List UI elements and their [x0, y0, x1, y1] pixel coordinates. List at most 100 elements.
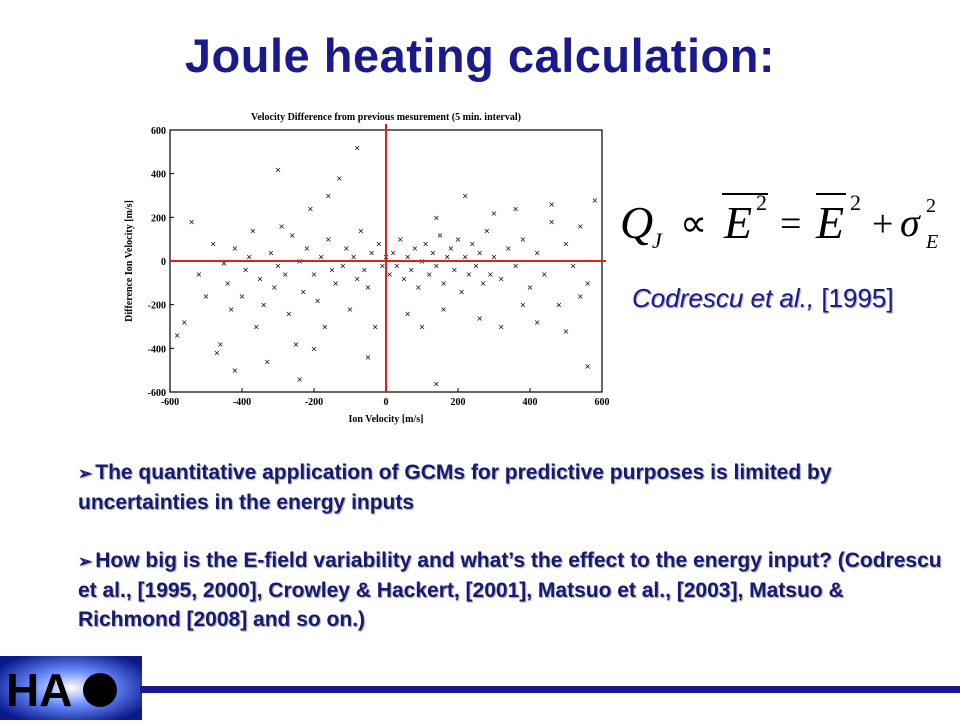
- data-point: ×: [231, 366, 238, 375]
- data-point: ×: [357, 226, 364, 235]
- data-point: ×: [372, 323, 379, 332]
- data-point: ×: [584, 279, 591, 288]
- data-point: ×: [447, 244, 454, 253]
- data-point: ×: [289, 231, 296, 240]
- data-point: ×: [325, 192, 332, 201]
- data-point: ×: [365, 283, 372, 292]
- data-point: ×: [210, 240, 217, 249]
- data-point: ×: [213, 349, 220, 358]
- y-axis-label: Difference Ion Velocity [m/s]: [124, 200, 135, 322]
- data-point: ×: [455, 235, 462, 244]
- data-point: ×: [239, 292, 246, 301]
- data-point: ×: [440, 305, 447, 314]
- y-tick-label: 600: [151, 126, 166, 137]
- data-point: ×: [451, 266, 458, 275]
- data-point: ×: [285, 309, 292, 318]
- formula-sigma: σ: [900, 200, 921, 245]
- data-point: ×: [426, 270, 433, 279]
- data-point: ×: [249, 226, 256, 235]
- data-point: ×: [512, 205, 519, 214]
- bullet-item: ➢ The quantitative application of GCMs fo…: [78, 458, 948, 517]
- data-point: ×: [275, 165, 282, 174]
- data-point: ×: [584, 362, 591, 371]
- y-tick-label: 400: [151, 170, 166, 181]
- data-point: ×: [325, 235, 332, 244]
- data-point: ×: [401, 274, 408, 283]
- chart-title: Velocity Difference from previous mesure…: [251, 112, 521, 123]
- citation-authors: Codrescu et al.,: [632, 283, 815, 313]
- data-point: ×: [419, 323, 426, 332]
- data-point: ×: [563, 327, 570, 336]
- data-point: ×: [415, 283, 422, 292]
- formula-plus: +: [872, 203, 893, 245]
- y-tick-label: -200: [148, 301, 166, 312]
- arrow-bullet-icon: ➢: [78, 464, 93, 483]
- data-point: ×: [329, 266, 336, 275]
- data-point: ×: [282, 270, 289, 279]
- data-point: ×: [311, 344, 318, 353]
- joule-heating-formula: Q J ∝ E 2 = E 2 + σ 2 E: [620, 180, 950, 260]
- data-point: ×: [577, 222, 584, 231]
- data-point: ×: [228, 305, 235, 314]
- data-point: ×: [462, 192, 469, 201]
- formula-sq2: 2: [850, 190, 861, 215]
- data-point: ×: [577, 292, 584, 301]
- formula-proportional: ∝: [680, 203, 707, 245]
- formula-e1: E: [723, 197, 752, 248]
- data-point: ×: [465, 270, 472, 279]
- y-tick-label: -600: [148, 388, 166, 399]
- data-point: ×: [336, 174, 343, 183]
- formula-q-sub: J: [652, 228, 663, 253]
- y-tick-label: 0: [161, 257, 166, 268]
- data-point: ×: [458, 288, 465, 297]
- data-point: ×: [469, 240, 476, 249]
- data-point: ×: [365, 353, 372, 362]
- formula-sq3: 2: [926, 195, 936, 217]
- data-point: ×: [350, 253, 357, 262]
- data-point: ×: [354, 143, 361, 152]
- data-point: ×: [242, 266, 249, 275]
- data-point: ×: [433, 261, 440, 270]
- citation: Codrescu et al., [1995]: [632, 283, 894, 314]
- data-point: ×: [397, 235, 404, 244]
- data-point: ×: [444, 253, 451, 262]
- data-point: ×: [368, 248, 375, 257]
- data-point: ×: [548, 218, 555, 227]
- data-point: ×: [437, 231, 444, 240]
- data-point: ×: [440, 279, 447, 288]
- data-point: ×: [422, 240, 429, 249]
- data-point: ×: [483, 226, 490, 235]
- data-point: ×: [408, 266, 415, 275]
- data-point: ×: [361, 266, 368, 275]
- footer-bar: [140, 686, 960, 693]
- data-point: ×: [300, 288, 307, 297]
- data-point: ×: [217, 340, 224, 349]
- data-point: ×: [491, 253, 498, 262]
- bullet-item: ➢ How big is the E-field variability and …: [78, 546, 948, 634]
- data-point: ×: [541, 270, 548, 279]
- data-point: ×: [347, 305, 354, 314]
- data-point: ×: [174, 331, 181, 340]
- scatter-plot-svg: Velocity Difference from previous mesure…: [124, 112, 610, 425]
- data-point: ×: [375, 240, 382, 249]
- data-point: ×: [278, 222, 285, 231]
- data-point: ×: [271, 283, 278, 292]
- data-point: ×: [303, 244, 310, 253]
- bullet-text: How big is the E-field variability and w…: [78, 549, 942, 631]
- data-point: ×: [487, 270, 494, 279]
- x-axis-label: Ion Velocity [m/s]: [349, 414, 424, 425]
- data-point: ×: [321, 323, 328, 332]
- data-point: ×: [246, 253, 253, 262]
- data-point: ×: [491, 209, 498, 218]
- formula-e2: E: [815, 197, 844, 248]
- data-point: ×: [505, 244, 512, 253]
- x-tick-label: 400: [523, 397, 538, 408]
- bullet-list: ➢ The quantitative application of GCMs fo…: [78, 458, 948, 663]
- data-point: ×: [379, 261, 386, 270]
- formula-q: Q: [620, 197, 653, 248]
- data-point: ×: [267, 248, 274, 257]
- slide-title: Joule heating calculation:: [184, 29, 776, 82]
- data-point: ×: [563, 240, 570, 249]
- data-point: ×: [332, 279, 339, 288]
- data-point: ×: [231, 244, 238, 253]
